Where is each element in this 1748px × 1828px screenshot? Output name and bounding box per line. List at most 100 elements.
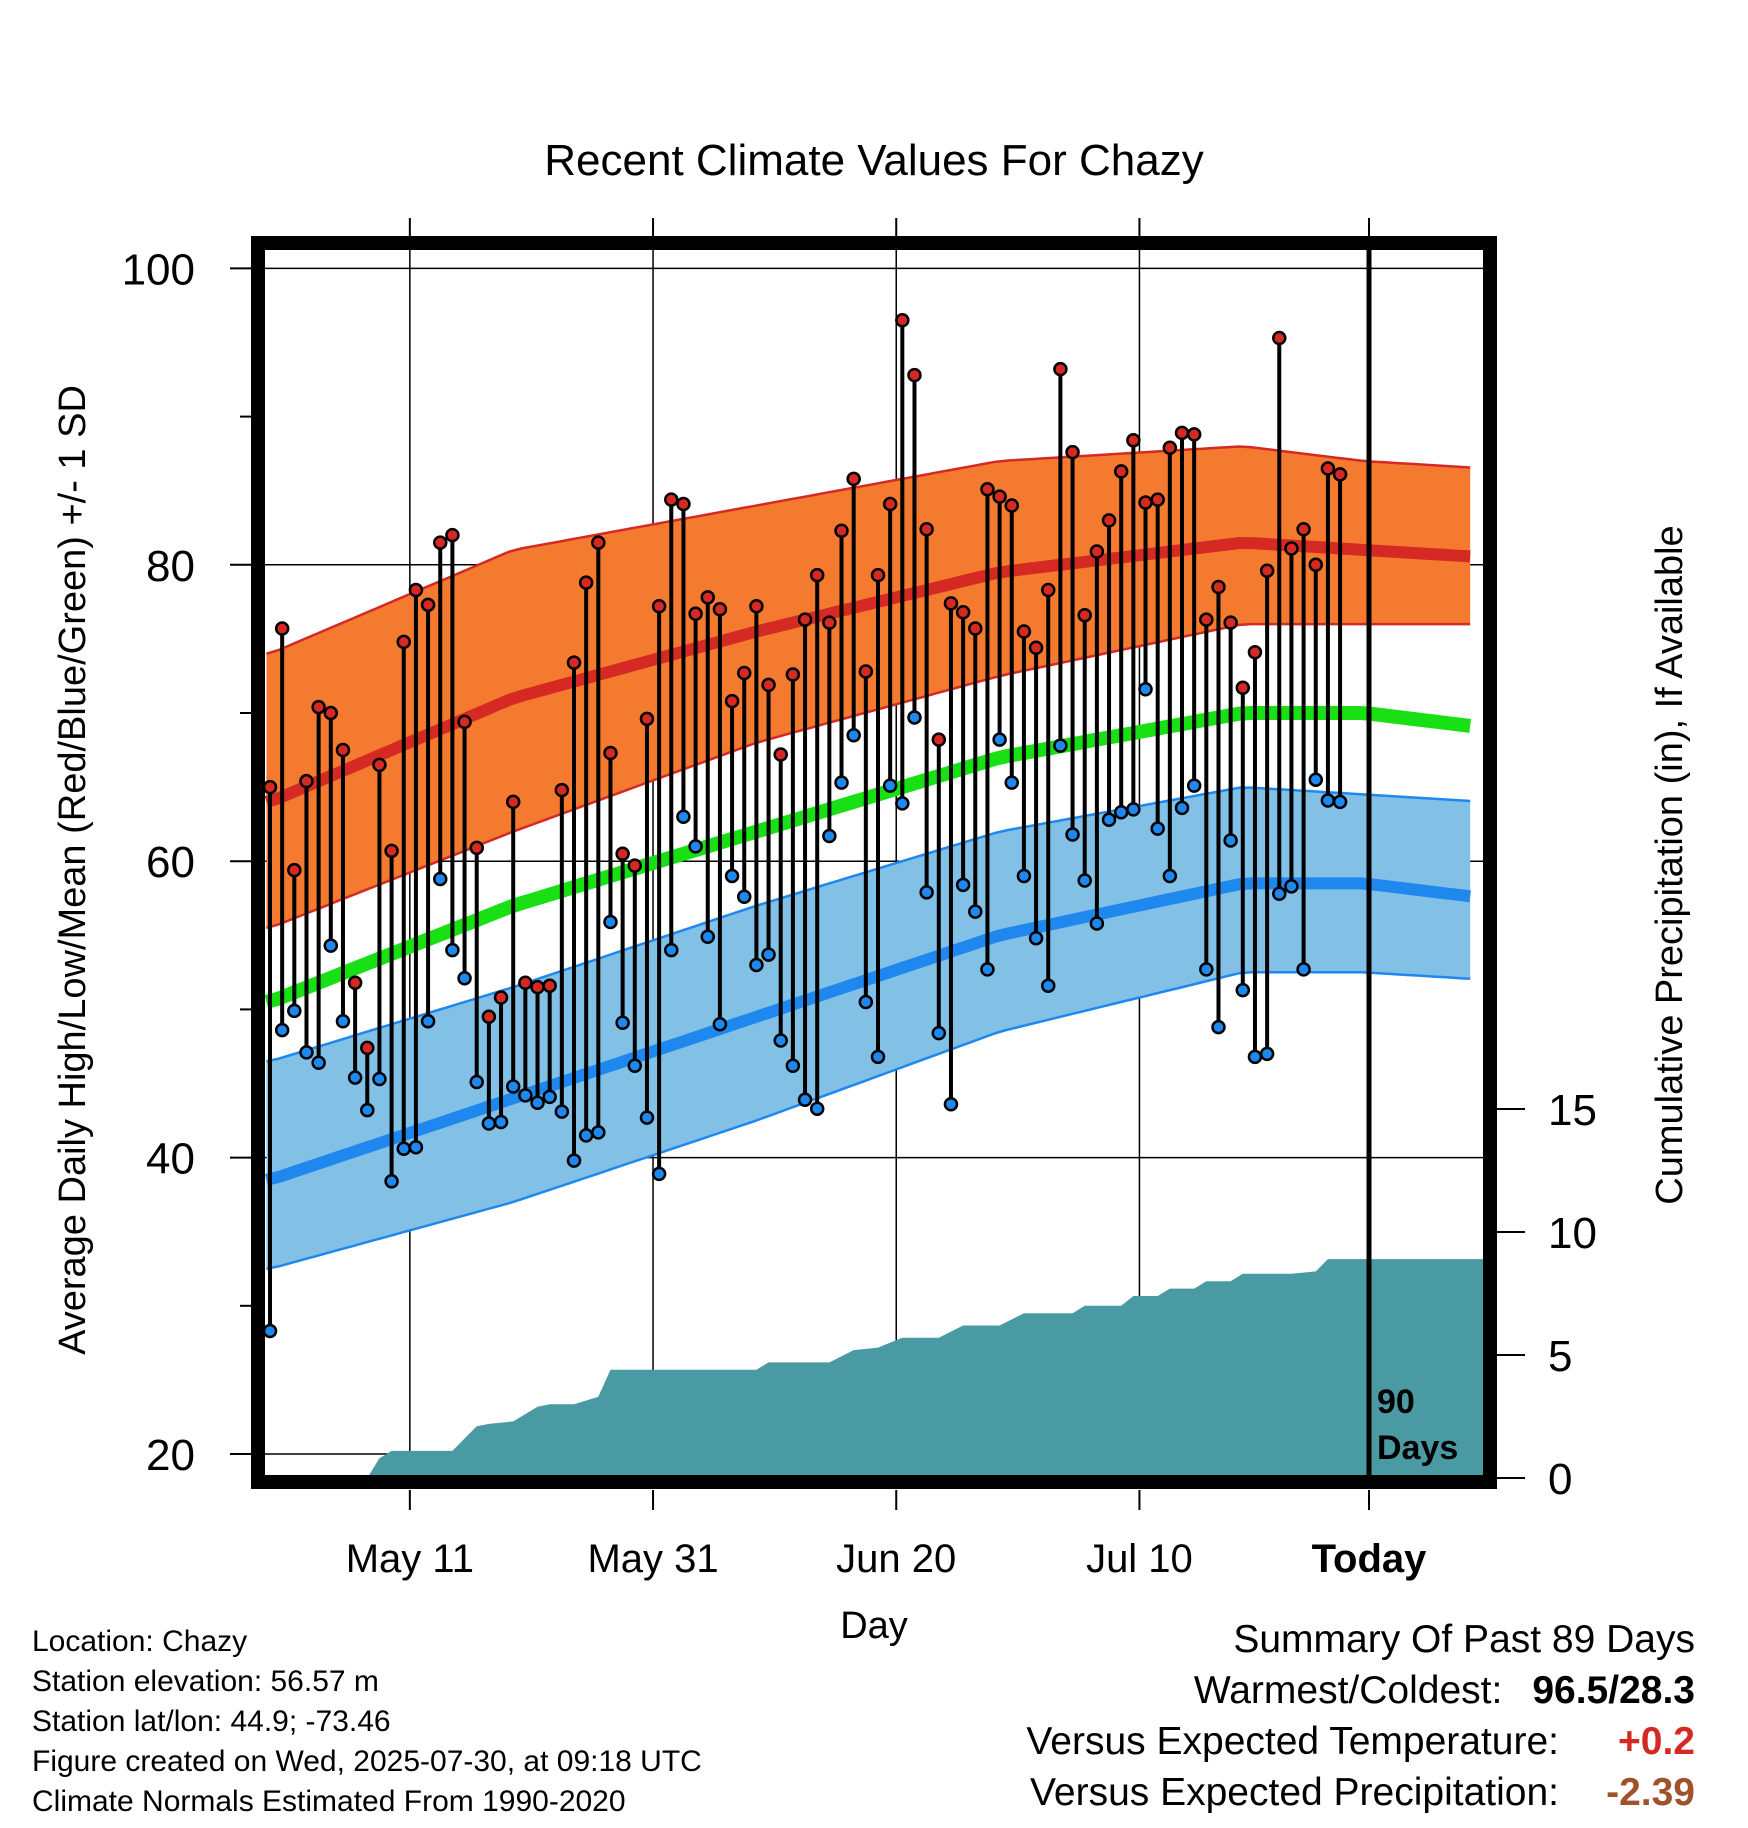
low-marker [676,809,691,824]
low-marker [846,727,861,743]
y2-tick-label: 10 [1548,1209,1597,1258]
high-marker [955,604,971,620]
high-marker [1272,330,1287,346]
low-marker [858,994,874,1010]
low-marker [1235,982,1251,998]
low-marker [323,938,339,953]
high-marker [1174,425,1190,441]
low-marker [919,885,934,900]
low-marker [360,1102,375,1118]
low-marker [347,1070,363,1085]
low-marker [287,1003,302,1019]
high-marker [274,621,290,636]
high-marker [1040,582,1056,598]
low-marker [372,1071,387,1087]
summary-title: Summary Of Past 89 Days [1233,1618,1695,1661]
high-marker [1028,640,1044,656]
daily-mean-line [264,706,1472,1009]
low-marker [834,775,849,790]
low-marker [700,929,716,945]
high-marker [1259,563,1275,578]
high-marker [1211,579,1226,595]
low-marker [335,1014,351,1029]
low-marker [542,1089,557,1105]
low-marker [396,1141,412,1156]
high-marker [907,367,922,383]
high-marker [408,582,424,598]
low-marker [530,1095,545,1111]
low-marker [578,1128,594,1143]
high-marker [481,1009,497,1025]
high-marker [1223,615,1238,630]
low-marker [870,1049,886,1065]
high-marker [299,773,314,789]
low-marker [1332,794,1348,810]
high-marker [1065,444,1080,460]
low-marker [591,1125,606,1140]
low-marker [1259,1046,1275,1062]
high-marker [736,665,752,681]
high-marker [347,975,363,990]
high-marker [323,705,339,721]
y2-tick-label: 0 [1548,1455,1572,1504]
high-marker [287,862,302,878]
high-marker [809,567,825,583]
low-marker [797,1092,813,1108]
today-days-label: 90 Days [1377,1383,1458,1467]
low-marker [1272,886,1287,902]
station-info: Location: Chazy Station elevation: 56.57… [32,1622,702,1822]
low-marker [822,828,837,844]
high-marker [797,612,813,627]
low-marker [554,1104,570,1119]
precip-departure-row: Versus Expected Precipitation: -2.39 [1026,1767,1695,1818]
low-marker [1284,879,1299,894]
low-marker [481,1116,497,1131]
high-marker [1296,521,1311,537]
y2-tick-label: 15 [1548,1086,1597,1135]
low-marker [1028,931,1044,946]
y-tick-label: 20 [146,1431,195,1480]
low-marker [627,1058,643,1073]
high-marker [895,313,910,328]
high-marker [1284,541,1299,556]
y-tick-label: 60 [146,838,195,887]
low-marker [955,877,971,893]
high-marker [1101,513,1117,528]
low-marker [566,1153,582,1168]
warmest-coldest-row: Warmest/Coldest: 96.5/28.3 [1026,1665,1695,1716]
high-marker [1077,607,1092,623]
high-marker [664,492,679,507]
high-marker [445,527,460,543]
high-marker [457,714,472,730]
low-mean-line [265,877,1471,1186]
low-marker [615,1015,630,1030]
low-marker [274,1022,290,1038]
high-marker [1308,557,1324,573]
x-tick-label: Today [1312,1537,1428,1581]
precip-area [270,1259,1490,1478]
plot-area: 90 Days 20 40 60 80 100 0 5 10 15 May 11 May 31 Jun 2… [122,218,1597,1581]
high-marker [505,794,521,810]
low-marker [420,1014,436,1029]
high-marker [360,1040,375,1056]
high-marker [1150,492,1165,507]
high-marker [262,779,278,795]
summary-panel: Summary Of Past 89 Days Warmest/Coldest:… [1026,1614,1695,1818]
plot-frame [251,236,1497,1489]
low-marker [1308,772,1324,787]
high-marker [1235,680,1251,696]
low-marker [1138,682,1153,697]
normals-text: Climate Normals Estimated From 1990-2020 [32,1785,626,1818]
high-marker [603,745,618,761]
low-marker [1053,738,1068,753]
low-marker [1162,868,1178,884]
x-axis-label: Day [840,1605,908,1647]
high-marker [968,621,983,636]
x-tick-label: Jun 20 [836,1537,956,1581]
low-marker [664,942,679,958]
low-marker [1223,833,1238,848]
warmest-coldest-value: 96.5/28.3 [1532,1669,1695,1712]
high-marker [554,782,570,798]
low-marker [931,1025,947,1041]
x-tick-label: May 11 [346,1537,474,1581]
